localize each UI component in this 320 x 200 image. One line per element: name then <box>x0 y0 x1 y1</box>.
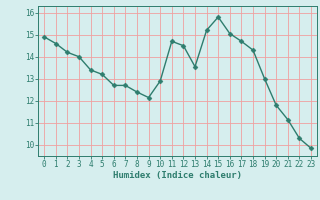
X-axis label: Humidex (Indice chaleur): Humidex (Indice chaleur) <box>113 171 242 180</box>
